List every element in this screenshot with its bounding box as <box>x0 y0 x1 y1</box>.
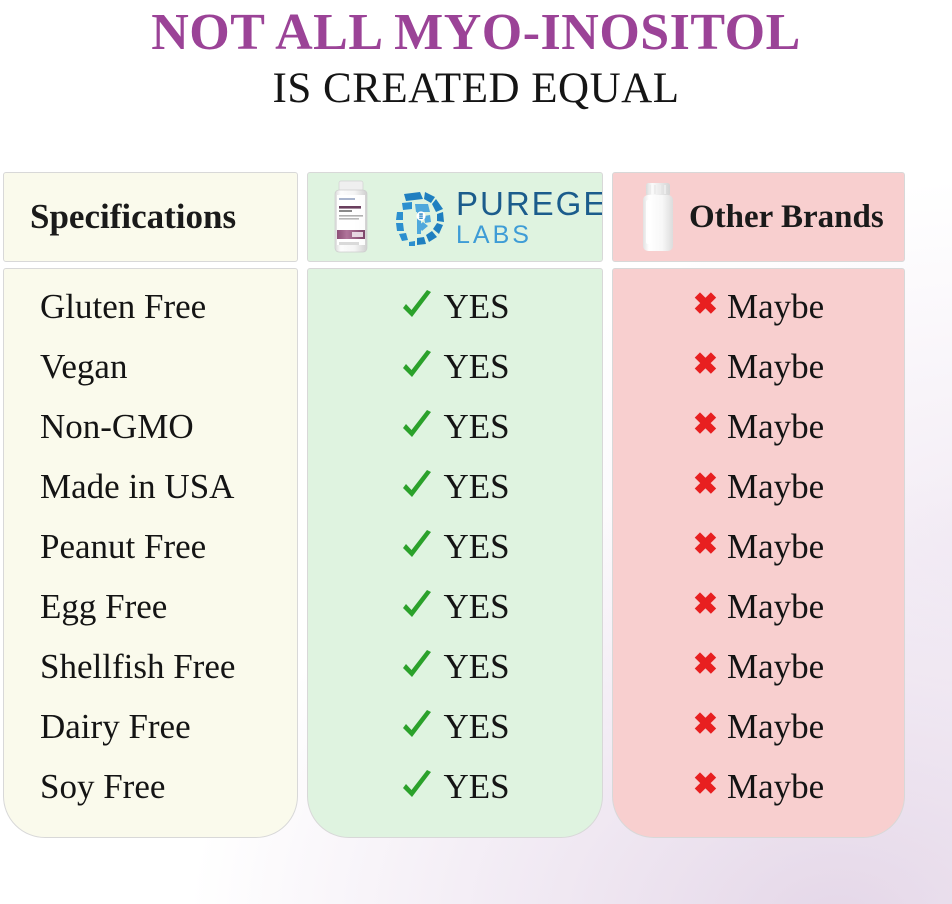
table-row: Vegan <box>4 337 297 397</box>
maybe-label: Maybe <box>726 407 825 446</box>
cross-icon: ✖ <box>692 408 718 441</box>
spec-label: Vegan <box>40 347 128 386</box>
title-block: NOT ALL MYO-INOSITOL IS CREATED EQUAL <box>0 4 952 114</box>
table-row: Dairy Free <box>4 697 297 757</box>
table-row: ✖ Maybe <box>613 277 904 337</box>
table-row: Made in USA <box>4 457 297 517</box>
maybe-label: Maybe <box>726 587 825 626</box>
table-row: YES <box>308 517 602 577</box>
table-row: ✖ Maybe <box>613 517 904 577</box>
table-row: YES <box>308 397 602 457</box>
puregen-wordmark: PUREGEN LABS <box>456 184 602 249</box>
table-row: Non-GMO <box>4 397 297 457</box>
cross-icon: ✖ <box>692 288 718 321</box>
yes-label: YES <box>443 407 510 446</box>
yes-label: YES <box>443 527 510 566</box>
table-row: YES <box>308 337 602 397</box>
table-row: Shellfish Free <box>4 637 297 697</box>
yes-label: YES <box>443 707 510 746</box>
table-row: ✖ Maybe <box>613 637 904 697</box>
table-row: YES <box>308 697 602 757</box>
maybe-label: Maybe <box>726 287 825 326</box>
puregen-labs-logo: PUREGEN LABS <box>390 184 602 249</box>
table-row: Peanut Free <box>4 517 297 577</box>
maybe-label: Maybe <box>726 467 825 506</box>
header-specifications: Specifications <box>3 172 298 262</box>
check-icon <box>400 710 434 744</box>
table-row: ✖ Maybe <box>613 697 904 757</box>
column-other-brands: Other Brands ✖ Maybe ✖ Maybe ✖ Maybe ✖ M… <box>612 172 905 838</box>
header-other-brands: Other Brands <box>612 172 905 262</box>
generic-bottle-icon <box>637 182 679 252</box>
table-row: ✖ Maybe <box>613 337 904 397</box>
spec-label: Soy Free <box>40 767 166 806</box>
body-specifications: Gluten Free Vegan Non-GMO Made in USA Pe… <box>3 268 298 838</box>
maybe-label: Maybe <box>726 767 825 806</box>
table-row: Egg Free <box>4 577 297 637</box>
check-icon <box>400 350 434 384</box>
spec-label: Non-GMO <box>40 407 194 446</box>
spec-label: Made in USA <box>40 467 235 506</box>
body-puregen-labs: YES YES YES YES YES <box>307 268 603 838</box>
table-row: ✖ Maybe <box>613 457 904 517</box>
table-row: ✖ Maybe <box>613 577 904 637</box>
maybe-label: Maybe <box>726 647 825 686</box>
spec-label: Peanut Free <box>40 527 207 566</box>
body-other-brands: ✖ Maybe ✖ Maybe ✖ Maybe ✖ Maybe ✖ Mayb <box>612 268 905 838</box>
maybe-label: Maybe <box>726 527 825 566</box>
product-bottle-icon <box>328 180 374 254</box>
maybe-label: Maybe <box>726 347 825 386</box>
spec-label: Gluten Free <box>40 287 207 326</box>
yes-label: YES <box>443 347 510 386</box>
header-puregen-labs: PUREGEN LABS <box>307 172 603 262</box>
yes-label: YES <box>443 287 510 326</box>
puregen-word: PUREGEN <box>456 184 602 222</box>
spec-label: Shellfish Free <box>40 647 236 686</box>
yes-label: YES <box>443 587 510 626</box>
check-icon <box>400 650 434 684</box>
check-icon <box>400 290 434 324</box>
maybe-label: Maybe <box>726 707 825 746</box>
table-row: Soy Free <box>4 757 297 817</box>
cross-icon: ✖ <box>692 768 718 801</box>
column-puregen-labs: PUREGEN LABS YES YES YES <box>307 172 603 838</box>
table-row: ✖ Maybe <box>613 397 904 457</box>
table-row: YES <box>308 457 602 517</box>
check-icon <box>400 410 434 444</box>
cross-icon: ✖ <box>692 648 718 681</box>
labs-word: LABS <box>456 220 532 249</box>
table-row: ✖ Maybe <box>613 757 904 817</box>
table-row: YES <box>308 577 602 637</box>
yes-label: YES <box>443 767 510 806</box>
cross-icon: ✖ <box>692 468 718 501</box>
cross-icon: ✖ <box>692 528 718 561</box>
table-row: Gluten Free <box>4 277 297 337</box>
cross-icon: ✖ <box>692 348 718 381</box>
spec-label: Egg Free <box>40 587 168 626</box>
cross-icon: ✖ <box>692 708 718 741</box>
puregen-mark-icon <box>390 188 448 246</box>
title-line-secondary: IS CREATED EQUAL <box>272 65 680 112</box>
header-specifications-label: Specifications <box>30 197 237 236</box>
check-icon <box>400 770 434 804</box>
spec-label: Dairy Free <box>40 707 191 746</box>
check-icon <box>400 530 434 564</box>
header-other-brands-label: Other Brands <box>689 198 884 235</box>
check-icon <box>400 590 434 624</box>
title-line-primary: NOT ALL MYO-INOSITOL <box>151 4 801 61</box>
table-row: YES <box>308 757 602 817</box>
yes-label: YES <box>443 647 510 686</box>
yes-label: YES <box>443 467 510 506</box>
table-row: YES <box>308 637 602 697</box>
table-row: YES <box>308 277 602 337</box>
cross-icon: ✖ <box>692 588 718 621</box>
column-specifications: Specifications Gluten Free Vegan Non-GMO… <box>3 172 298 838</box>
check-icon <box>400 470 434 504</box>
